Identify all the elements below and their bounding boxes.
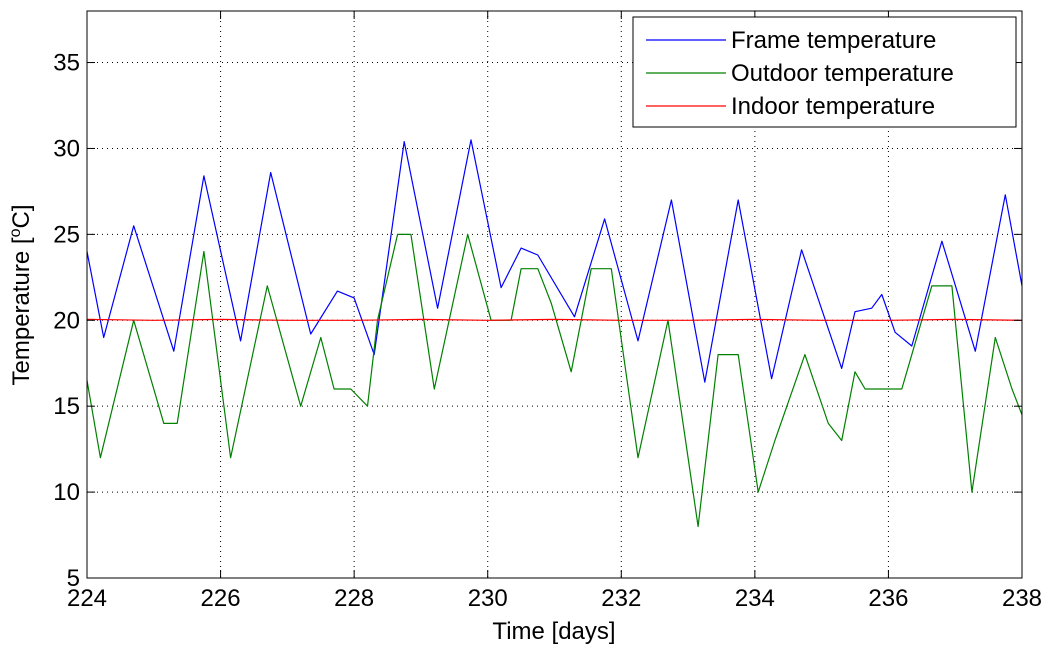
x-tick-labels: 224 226 228 230 232 234 236 238 — [67, 585, 1042, 612]
x-tick-label: 236 — [868, 585, 908, 612]
x-tick-label: 234 — [735, 585, 775, 612]
x-tick-label: 224 — [67, 585, 107, 612]
y-tick-label: 10 — [53, 479, 80, 506]
x-tick-label: 230 — [468, 585, 508, 612]
y-axis-label: Temperature [oC] — [7, 205, 35, 386]
x-tick-label: 228 — [334, 585, 374, 612]
x-tick-label: 238 — [1002, 585, 1042, 612]
series-lines — [86, 139, 1023, 528]
x-tick-label: 226 — [201, 585, 241, 612]
x-axis-label: Time [days] — [492, 618, 615, 645]
legend: Frame temperature Outdoor temperature In… — [632, 16, 1017, 128]
y-tick-label: 35 — [53, 50, 80, 77]
indoor-temperature-line — [86, 318, 1023, 321]
y-tick-label: 5 — [67, 565, 80, 592]
y-tick-label: 30 — [53, 135, 80, 162]
frame-temperature-line — [86, 139, 1023, 383]
y-tick-label: 15 — [53, 393, 80, 420]
legend-label-outdoor: Outdoor temperature — [731, 60, 954, 87]
y-tick-label: 25 — [53, 221, 80, 248]
x-tick-label: 232 — [601, 585, 641, 612]
outdoor-temperature-line — [86, 233, 1023, 528]
legend-label-frame: Frame temperature — [731, 27, 936, 54]
plot-frame — [86, 10, 1023, 579]
legend-box — [632, 16, 1017, 128]
y-tick-labels: 5 10 15 20 25 30 35 — [53, 50, 80, 592]
legend-label-indoor: Indoor temperature — [731, 93, 935, 120]
y-tick-label: 20 — [53, 307, 80, 334]
